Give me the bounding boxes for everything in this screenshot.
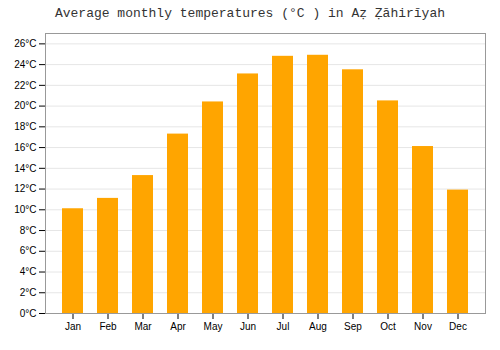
svg-text:18°C: 18°C bbox=[14, 121, 36, 132]
svg-text:Oct: Oct bbox=[380, 321, 396, 332]
svg-text:Nov: Nov bbox=[414, 321, 432, 332]
svg-text:14°C: 14°C bbox=[14, 163, 36, 174]
svg-text:4°C: 4°C bbox=[20, 266, 37, 277]
svg-text:20°C: 20°C bbox=[14, 100, 36, 111]
svg-text:12°C: 12°C bbox=[14, 183, 36, 194]
svg-text:24°C: 24°C bbox=[14, 59, 36, 70]
svg-text:Jul: Jul bbox=[277, 321, 290, 332]
svg-text:26°C: 26°C bbox=[14, 38, 36, 49]
svg-text:16°C: 16°C bbox=[14, 142, 36, 153]
svg-text:Mar: Mar bbox=[134, 321, 152, 332]
svg-text:2°C: 2°C bbox=[20, 287, 37, 298]
svg-text:Feb: Feb bbox=[99, 321, 117, 332]
svg-text:22°C: 22°C bbox=[14, 80, 36, 91]
svg-text:0°C: 0°C bbox=[20, 308, 37, 319]
svg-text:Sep: Sep bbox=[344, 321, 362, 332]
svg-text:10°C: 10°C bbox=[14, 204, 36, 215]
svg-text:May: May bbox=[204, 321, 223, 332]
svg-text:6°C: 6°C bbox=[20, 245, 37, 256]
svg-text:Apr: Apr bbox=[170, 321, 186, 332]
svg-text:Jun: Jun bbox=[240, 321, 256, 332]
html-text:Average monthly temperatures (: Average monthly temperatures (°C ) in Aẓ… bbox=[55, 6, 445, 21]
svg-text:Aug: Aug bbox=[309, 321, 327, 332]
svg-text:Jan: Jan bbox=[65, 321, 81, 332]
svg-text:Dec: Dec bbox=[449, 321, 467, 332]
svg-text:8°C: 8°C bbox=[20, 225, 37, 236]
